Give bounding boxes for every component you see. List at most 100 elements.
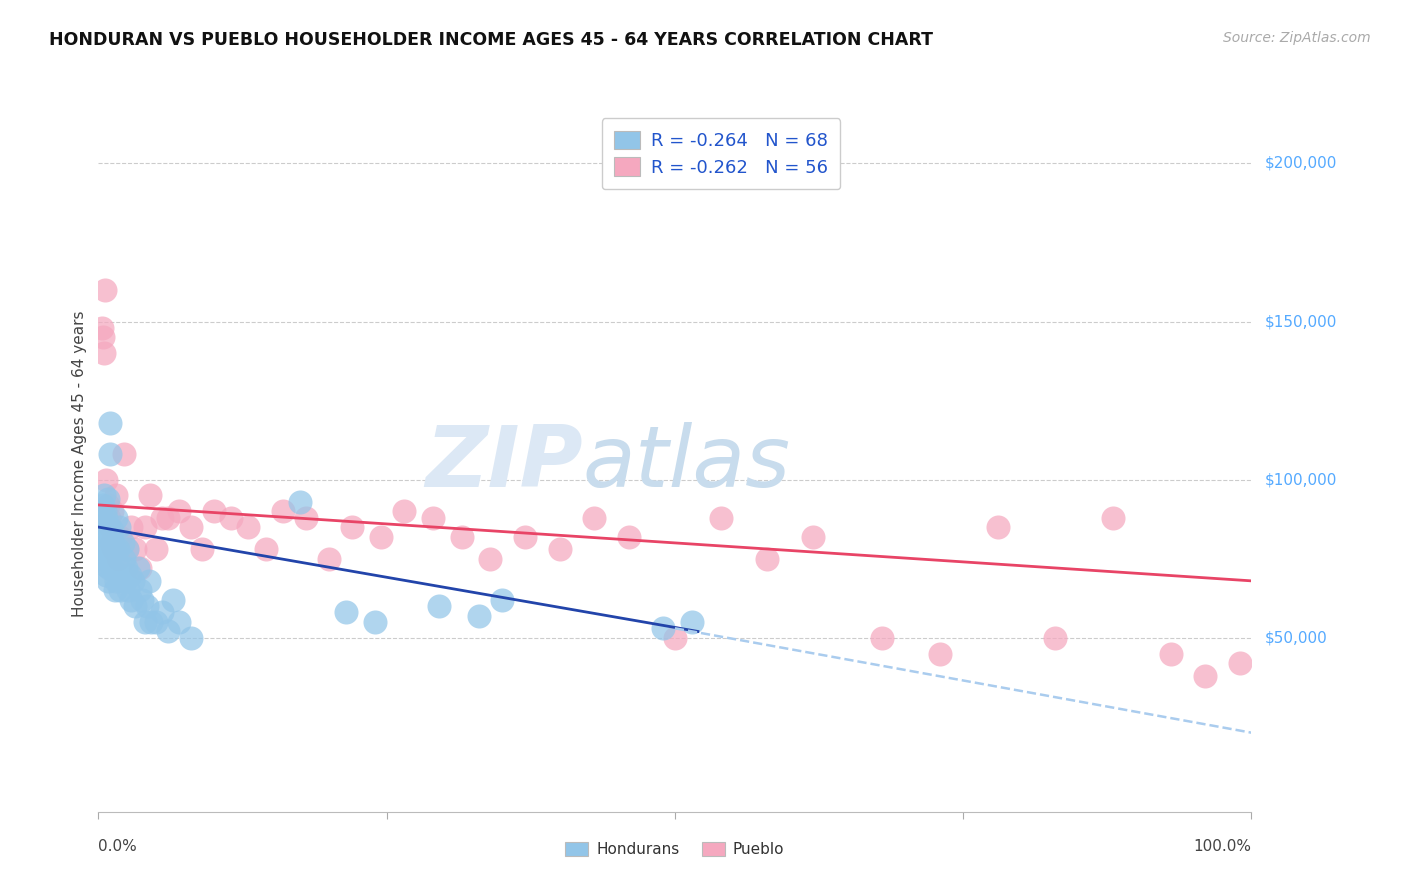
Point [583, 510, 606, 524]
Point [93, 346, 115, 360]
Y-axis label: Householder Income Ages 45 - 64 years: Householder Income Ages 45 - 64 years [72, 310, 87, 617]
Point [118, 567, 141, 582]
Point [100, 536, 122, 550]
Point [801, 530, 824, 544]
Point [548, 542, 571, 557]
Point [138, 574, 160, 588]
Point [129, 561, 152, 575]
Point [91, 498, 114, 512]
Point [180, 631, 202, 645]
Point [90, 321, 112, 335]
Point [681, 615, 703, 629]
Point [238, 520, 260, 534]
Point [167, 504, 190, 518]
Text: 100.0%: 100.0% [1194, 839, 1251, 855]
Point [96, 549, 118, 563]
Point [115, 561, 138, 575]
Point [124, 599, 146, 614]
Point [180, 520, 202, 534]
Point [104, 510, 127, 524]
Point [335, 606, 357, 620]
Point [98, 447, 121, 461]
Point [135, 599, 157, 614]
Point [141, 615, 163, 629]
Point [254, 542, 277, 557]
Point [134, 615, 156, 629]
Point [124, 542, 146, 557]
Point [134, 520, 156, 534]
Text: HONDURAN VS PUEBLO HOUSEHOLDER INCOME AGES 45 - 64 YEARS CORRELATION CHART: HONDURAN VS PUEBLO HOUSEHOLDER INCOME AG… [49, 31, 934, 49]
Point [450, 530, 472, 544]
Point [91, 330, 114, 344]
Point [96, 473, 118, 487]
Point [1229, 656, 1251, 670]
Point [129, 583, 152, 598]
Point [929, 647, 952, 661]
Point [117, 542, 138, 557]
Point [295, 510, 318, 524]
Point [96, 567, 118, 582]
Point [108, 567, 131, 582]
Text: ZIP: ZIP [425, 422, 582, 506]
Point [271, 504, 294, 518]
Point [97, 574, 120, 588]
Point [93, 488, 115, 502]
Point [107, 551, 129, 566]
Point [427, 599, 450, 614]
Point [479, 551, 502, 566]
Point [101, 561, 124, 575]
Point [1045, 631, 1067, 645]
Point [1194, 669, 1216, 683]
Text: $100,000: $100,000 [1265, 472, 1337, 487]
Text: $150,000: $150,000 [1265, 314, 1337, 329]
Point [664, 631, 686, 645]
Point [103, 542, 125, 557]
Point [103, 536, 125, 550]
Point [97, 539, 120, 553]
Point [93, 530, 115, 544]
Point [392, 504, 415, 518]
Point [97, 498, 120, 512]
Point [150, 510, 173, 524]
Point [872, 631, 894, 645]
Point [491, 592, 513, 607]
Point [370, 530, 392, 544]
Point [127, 561, 149, 575]
Point [167, 615, 190, 629]
Point [652, 621, 675, 635]
Point [340, 520, 363, 534]
Point [103, 542, 125, 557]
Point [145, 542, 167, 557]
Point [98, 520, 121, 534]
Point [97, 510, 120, 524]
Point [422, 510, 444, 524]
Point [93, 551, 115, 566]
Point [710, 510, 733, 524]
Point [101, 504, 124, 518]
Point [90, 520, 112, 534]
Point [145, 615, 167, 629]
Point [98, 416, 121, 430]
Point [162, 592, 184, 607]
Text: atlas: atlas [582, 422, 790, 506]
Point [131, 592, 153, 607]
Point [101, 523, 124, 537]
Point [1160, 647, 1182, 661]
Point [1102, 510, 1125, 524]
Point [104, 574, 127, 588]
Point [117, 583, 139, 598]
Point [191, 542, 214, 557]
Point [513, 530, 536, 544]
Point [97, 520, 120, 534]
Point [107, 542, 129, 557]
Point [756, 551, 779, 566]
Point [90, 536, 112, 550]
Point [114, 574, 136, 588]
Point [290, 495, 312, 509]
Point [104, 488, 127, 502]
Point [100, 549, 122, 563]
Point [120, 520, 142, 534]
Point [103, 583, 125, 598]
Point [100, 530, 122, 544]
Point [94, 283, 117, 297]
